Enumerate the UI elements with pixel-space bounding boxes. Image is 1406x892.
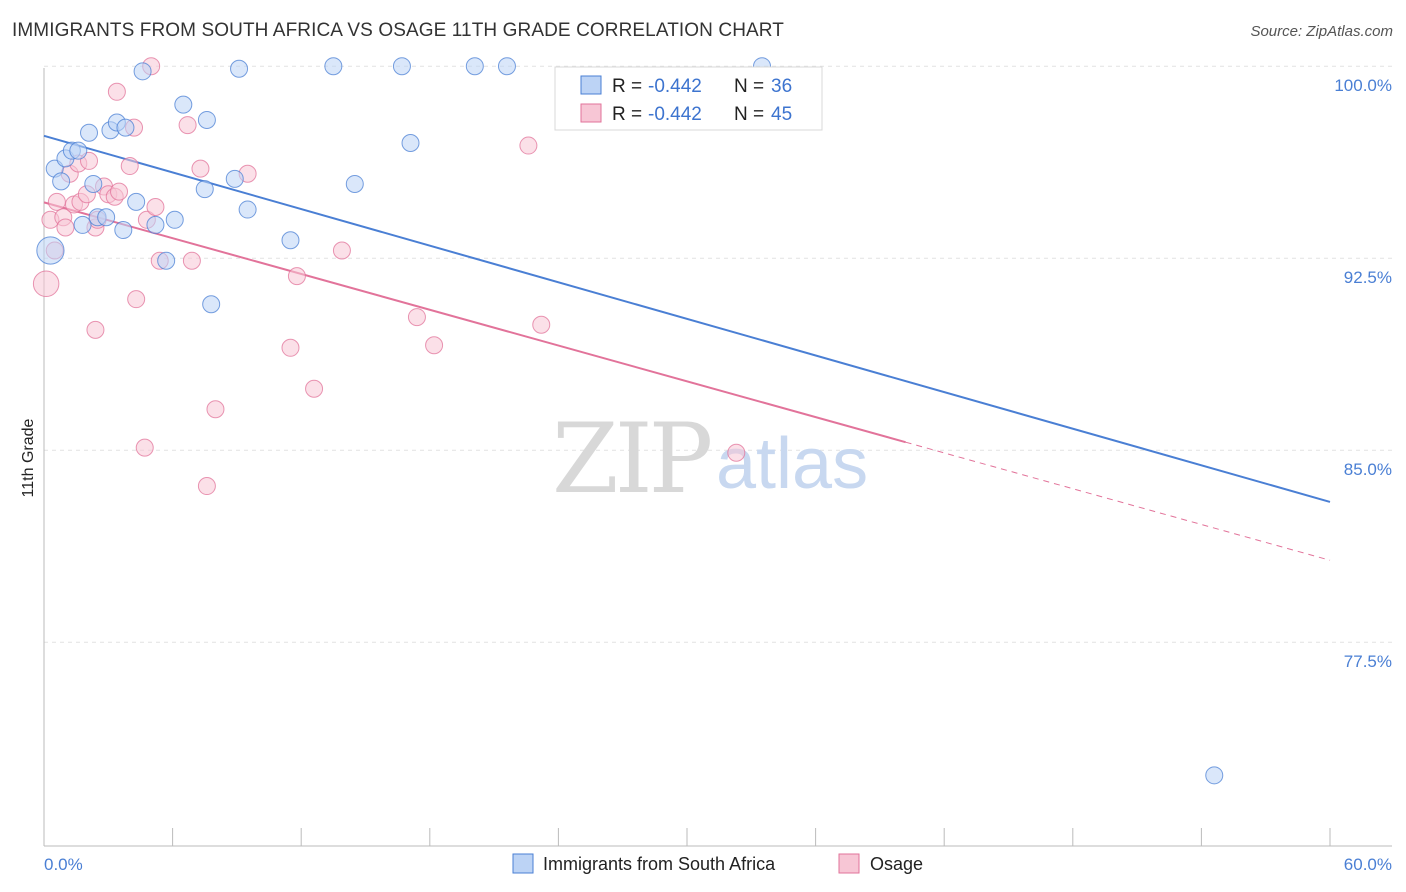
- data-points: [32, 57, 1224, 785]
- osage-point: [407, 308, 426, 327]
- watermark-zip: ZIP: [552, 403, 711, 515]
- osage-point: [86, 320, 105, 339]
- south-africa-point: [465, 57, 484, 76]
- y-tick-label: 77.5%: [1344, 652, 1392, 671]
- south-africa-point: [127, 192, 146, 211]
- y-tick-label: 100.0%: [1334, 76, 1392, 95]
- osage-point: [305, 379, 324, 398]
- osage-point: [135, 438, 154, 457]
- watermark: ZIP atlas: [552, 403, 868, 515]
- x-tick-label-min: 0.0%: [44, 855, 83, 874]
- legend-n-label-1: N =: [734, 76, 764, 97]
- trendline-osage-dashed: [905, 441, 1331, 561]
- south-africa-point: [324, 57, 343, 76]
- stats-legend: R = -0.442 N = 36 R = -0.442 N = 45: [554, 66, 823, 131]
- south-africa-point: [73, 215, 92, 234]
- osage-point: [519, 136, 538, 155]
- watermark-atlas: atlas: [716, 424, 868, 504]
- south-africa-point: [392, 57, 411, 76]
- south-africa-point: [84, 174, 103, 193]
- legend-r-value-1: -0.442: [648, 76, 702, 97]
- south-africa-point: [80, 123, 99, 142]
- osage-point: [727, 443, 746, 462]
- south-africa-point: [225, 169, 244, 188]
- south-africa-point: [97, 208, 116, 227]
- south-africa-point: [197, 110, 216, 129]
- trendline-osage-solid: [43, 201, 906, 444]
- legend-n-value-1: 36: [771, 76, 792, 97]
- south-africa-point: [401, 134, 420, 152]
- series-legend: Immigrants from South Africa Osage: [512, 853, 923, 874]
- legend-r-value-2: -0.442: [648, 104, 702, 125]
- legend-swatch-blue: [580, 75, 602, 95]
- south-africa-point: [146, 215, 165, 234]
- source-credit: Source: ZipAtlas.com: [1250, 23, 1393, 40]
- y-tick-label: 85.0%: [1344, 460, 1392, 479]
- osage-point: [110, 182, 129, 201]
- y-axis-label: 11th Grade: [20, 418, 37, 497]
- trend-lines: [43, 134, 1331, 561]
- south-africa-point: [116, 118, 135, 137]
- legend-swatch-pink: [580, 103, 602, 123]
- y-tick-label: 92.5%: [1344, 268, 1392, 287]
- legend-r-label-1: R =: [612, 76, 642, 97]
- south-africa-point: [497, 57, 516, 76]
- osage-point: [532, 315, 551, 334]
- osage-point: [127, 290, 146, 309]
- osage-point: [332, 241, 351, 260]
- south-africa-point: [133, 62, 152, 81]
- legend-n-label-2: N =: [734, 104, 764, 125]
- osage-point: [287, 267, 306, 286]
- series-legend-label-2: Osage: [870, 854, 923, 874]
- south-africa-point: [165, 210, 184, 229]
- series-legend-swatch-pink: [838, 853, 860, 874]
- south-africa-point: [202, 295, 221, 314]
- south-africa-point: [281, 231, 300, 250]
- osage-point: [120, 157, 139, 176]
- osage-point: [47, 192, 66, 211]
- osage-point: [107, 82, 126, 101]
- osage-point: [281, 338, 300, 357]
- y-tick-labels: 100.0% 92.5% 85.0% 77.5%: [1334, 76, 1392, 671]
- south-africa-point: [36, 236, 65, 265]
- osage-point: [56, 218, 75, 237]
- osage-point: [32, 270, 60, 298]
- osage-point: [182, 251, 201, 270]
- south-africa-point: [195, 180, 214, 199]
- osage-point: [206, 400, 225, 419]
- x-tick-marks: [43, 828, 1331, 846]
- series-legend-swatch-blue: [512, 853, 534, 874]
- south-africa-point: [69, 141, 88, 160]
- trendline-south-africa: [43, 134, 1331, 503]
- series-legend-label-1: Immigrants from South Africa: [543, 854, 776, 874]
- osage-point: [425, 336, 444, 355]
- south-africa-point: [114, 221, 133, 240]
- osage-point: [197, 477, 216, 496]
- legend-n-value-2: 45: [771, 104, 792, 125]
- osage-point: [146, 198, 165, 216]
- south-africa-point: [238, 200, 257, 219]
- south-africa-point: [52, 172, 71, 191]
- south-africa-point: [174, 95, 193, 114]
- x-tick-label-max: 60.0%: [1344, 855, 1392, 874]
- south-africa-point: [1205, 766, 1224, 785]
- south-africa-point: [230, 59, 249, 78]
- south-africa-point: [157, 251, 176, 270]
- legend-r-label-2: R =: [612, 104, 642, 125]
- osage-point: [178, 116, 197, 135]
- grid-lines: [44, 65, 1392, 643]
- south-africa-point: [345, 174, 364, 193]
- osage-point: [191, 159, 210, 178]
- chart-title: IMMIGRANTS FROM SOUTH AFRICA VS OSAGE 11…: [12, 20, 784, 41]
